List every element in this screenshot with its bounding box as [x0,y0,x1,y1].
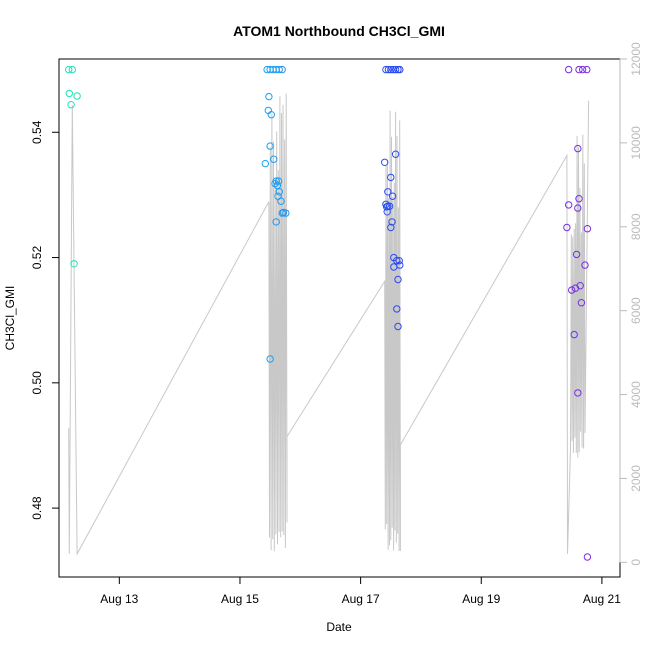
y-axis-label: CH3Cl_GMI [3,286,17,351]
data-point [394,322,402,331]
data-point [278,65,286,74]
data-points-layer [65,65,592,561]
data-point [583,225,592,233]
data-point [393,305,401,313]
y2-tick-label: 8000 [629,213,643,240]
data-point [270,155,278,163]
data-point [266,142,274,150]
data-point [577,299,586,307]
data-point [384,202,392,210]
data-point [267,111,275,119]
altitude-line [68,93,590,556]
y-tick-label: 0.48 [30,496,44,520]
data-point [583,553,592,561]
x-tick-label: Aug 13 [100,592,138,606]
data-point [277,197,285,205]
data-point [272,218,280,226]
data-point [563,223,571,232]
data-point [396,65,404,74]
data-point [384,188,392,196]
x-tick-label: Aug 21 [583,592,621,606]
data-point [65,65,73,74]
data-point [67,101,75,109]
data-point [382,65,390,74]
data-point [275,188,283,196]
data-point [381,158,389,167]
x-tick-label: Aug 19 [462,592,500,606]
data-point [565,201,573,209]
x-axis: Aug 13 Aug 15 Aug 17 Aug 19 Aug 21 [100,577,621,606]
data-point [73,92,81,100]
data-point [574,144,582,153]
y2-tick-label: 0 [629,559,643,566]
data-point [581,261,589,269]
data-point [383,208,391,216]
y2-tick-label: 4000 [629,381,643,408]
data-point [387,173,395,182]
data-point [384,65,393,74]
data-point [575,65,583,74]
data-point [275,65,283,74]
data-point [583,65,591,74]
data-point [565,65,573,74]
data-point [394,275,402,284]
y-tick-label: 0.52 [30,246,44,270]
data-point [570,330,578,339]
data-point [574,389,582,397]
data-point [574,204,582,212]
data-point [278,209,286,217]
y-tick-label: 0.54 [30,120,44,144]
data-point [391,65,400,74]
data-point [70,260,78,268]
data-point [576,282,584,290]
y-tick-label: 0.50 [30,371,44,395]
data-point [572,250,581,259]
data-point [395,257,403,265]
data-point [387,223,395,232]
x-axis-label: Date [326,620,352,634]
data-point [65,89,74,98]
data-point [388,218,396,226]
y-axis: 0.48 0.50 0.52 0.54 [30,120,59,520]
data-point [568,286,576,294]
data-point [282,209,290,217]
data-point [266,355,274,363]
data-point [68,65,77,74]
y2-tick-label: 10000 [629,126,643,160]
y2-tick-label: 2000 [629,465,643,492]
data-point [575,195,583,203]
data-point [391,150,400,158]
data-point [388,192,397,200]
data-point [261,159,269,168]
x-tick-label: Aug 15 [221,592,259,606]
data-point [387,65,395,74]
y2-tick-label: 12000 [629,42,643,76]
data-point [578,65,587,74]
y2-axis: 0 2000 4000 6000 8000 10000 12000 [619,42,643,566]
y2-tick-label: 6000 [629,297,643,324]
chart-title: ATOM1 Northbound CH3Cl_GMI [233,23,445,39]
data-point [390,263,398,271]
data-point [274,177,283,185]
data-point [265,92,273,101]
altitude-line-layer [68,93,590,556]
x-tick-label: Aug 17 [342,592,380,606]
